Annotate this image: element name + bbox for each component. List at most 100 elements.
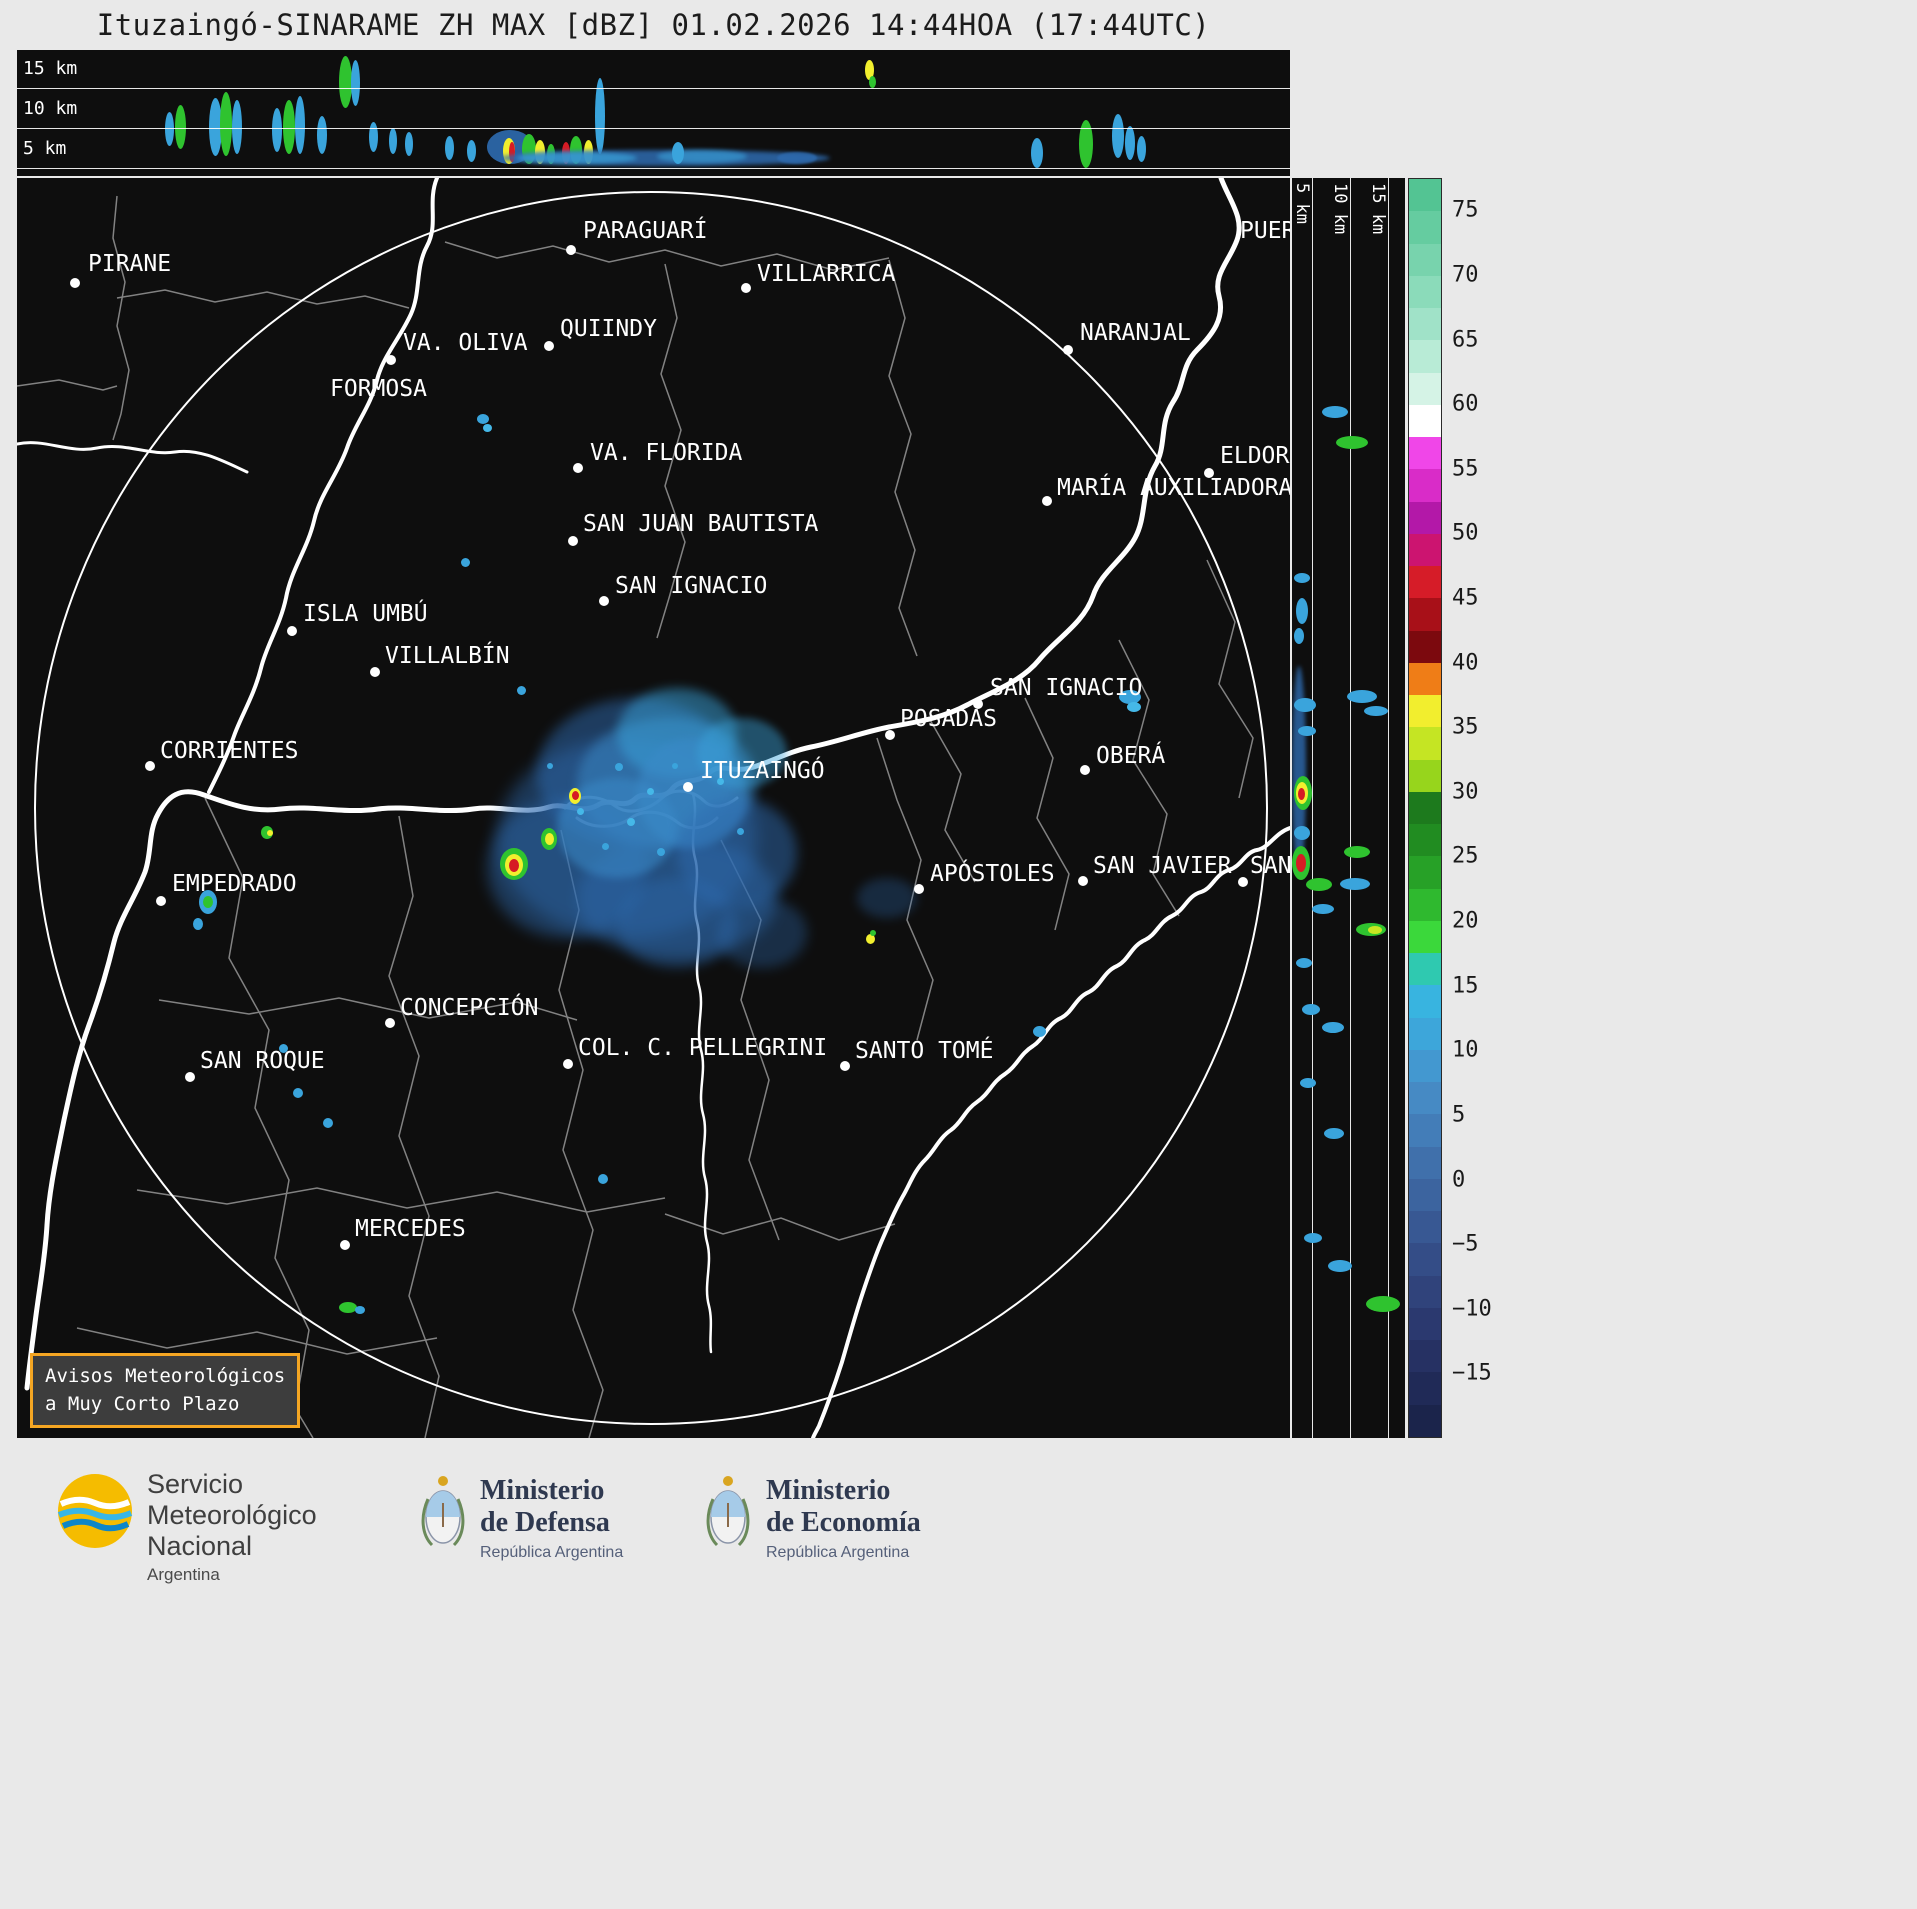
radar-echo (1296, 958, 1312, 968)
city-dot (70, 278, 80, 288)
city-dot (741, 283, 751, 293)
altitude-label-5km: 5 km (23, 138, 67, 159)
radar-echo (165, 112, 174, 146)
radar-echo (389, 128, 397, 154)
radar-echo (339, 56, 352, 108)
radar-echo (355, 1306, 365, 1314)
radar-echo (1322, 406, 1348, 418)
city-layer: PIRANE PARAGUARÍ VILLARRICA QUIINDY VA. OLIV… (17, 178, 1290, 1438)
economia-coat-of-arms (706, 1476, 750, 1547)
city-label: OBERÁ (1096, 743, 1166, 769)
economia-line2: de Economía (766, 1507, 921, 1539)
radar-echo (869, 76, 876, 88)
colorbar-tick-label: 10 (1452, 1037, 1479, 1063)
city-dot (1080, 765, 1090, 775)
colorbar-tick-label: 55 (1452, 456, 1479, 482)
radar-echo (1364, 706, 1388, 716)
colorbar-segment (1409, 179, 1441, 212)
radar-echo (1336, 436, 1368, 449)
radar-echo (1127, 702, 1141, 712)
altitude-vline-15km (1388, 178, 1389, 1438)
radar-echo (483, 424, 492, 432)
altitude-line-10km (17, 128, 1290, 129)
altitude-label-15km: 15 km (23, 58, 78, 79)
city-label: COL. C. PELLEGRINI (578, 1035, 828, 1061)
city-label: ISLA UMBÚ (303, 601, 428, 627)
colorbar-segment (1409, 1372, 1441, 1405)
radar-echo (870, 930, 876, 936)
radar-echo (1324, 1128, 1344, 1139)
product-title: Ituzaingó-SINARAME ZH MAX [dBZ] 01.02.20… (96, 8, 1211, 42)
colorbar-segment (1409, 953, 1441, 986)
colorbar-segment (1409, 1243, 1441, 1276)
radar-map: PIRANE PARAGUARÍ VILLARRICA QUIINDY VA. OLIV… (17, 178, 1290, 1438)
economia-line1: Ministerio (766, 1475, 891, 1506)
colorbar-tick-label: 70 (1452, 262, 1479, 288)
city-dot (1063, 345, 1073, 355)
city-dot (1042, 496, 1052, 506)
colorbar-tick-label: 35 (1452, 714, 1479, 740)
radar-echo (1137, 136, 1146, 162)
radar-echo (1368, 926, 1382, 934)
radar-echo (279, 1044, 288, 1053)
radar-echo (193, 918, 203, 930)
radar-echo (1119, 690, 1141, 704)
colorbar-segment (1409, 727, 1441, 760)
radar-echo (602, 843, 609, 850)
radar-echo (1294, 628, 1304, 644)
radar-echo (647, 788, 654, 795)
colorbar-segment (1409, 1114, 1441, 1147)
radar-echo (677, 798, 797, 908)
city-dot (185, 1072, 195, 1082)
range-ring (34, 191, 1268, 1425)
radar-echo (283, 100, 295, 154)
radar-echo (545, 833, 554, 845)
defensa-line1: Ministerio (480, 1475, 605, 1506)
city-dot (1238, 877, 1248, 887)
radar-echo (293, 1088, 303, 1098)
city-label: VA. OLIVA (403, 330, 528, 356)
smn-logo-text: Servicio Meteorológico Nacional Argentin… (147, 1469, 317, 1585)
city-label: NARANJAL (1080, 320, 1191, 346)
city-label: ELDORADO (1220, 443, 1290, 469)
smn-line1: Servicio (147, 1469, 244, 1499)
province-borders (17, 195, 1254, 1438)
colorbar-tick-label: 60 (1452, 391, 1479, 417)
radar-echo (1033, 1026, 1046, 1037)
radar-echo (1296, 854, 1306, 872)
radar-echo (1306, 878, 1332, 891)
avisos-line2: a Muy Corto Plazo (45, 1392, 240, 1415)
colorbar-tick-label: 5 (1452, 1102, 1466, 1128)
city-dot (370, 667, 380, 677)
radar-echo (697, 718, 787, 788)
colorbar-segment (1409, 662, 1441, 695)
city-label: CONCEPCIÓN (400, 995, 539, 1021)
colorbar-tick-label: 0 (1452, 1167, 1466, 1193)
colorbar-segment (1409, 243, 1441, 276)
radar-echo (1328, 1260, 1352, 1272)
radar-echo (1298, 726, 1316, 736)
radar-echo (220, 92, 232, 156)
avisos-line1: Avisos Meteorológicos (45, 1365, 286, 1387)
colorbar-segment (1409, 759, 1441, 792)
city-label: SANTO TOMÉ (855, 1038, 994, 1064)
colorbar-segment (1409, 533, 1441, 566)
map-echo-layer (17, 178, 1290, 1438)
radar-echo (777, 152, 817, 164)
radar-echo (657, 150, 747, 163)
city-label: QUIINDY (560, 316, 657, 342)
altitude-vlabel-10km: 10 km (1330, 183, 1350, 235)
colorbar-tick-label: 30 (1452, 779, 1479, 805)
top-cross-section: 15 km 10 km 5 km (17, 50, 1290, 176)
radar-echo (232, 100, 242, 154)
colorbar-tick-label: 45 (1452, 585, 1479, 611)
radar-echo (267, 830, 273, 836)
radar-echo (323, 1118, 333, 1128)
radar-echo (351, 60, 360, 106)
city-label: PARAGUARÍ (583, 218, 708, 244)
radar-echo (572, 791, 579, 800)
radar-echo (857, 878, 917, 918)
city-dot (340, 1240, 350, 1250)
city-dot (563, 1059, 573, 1069)
